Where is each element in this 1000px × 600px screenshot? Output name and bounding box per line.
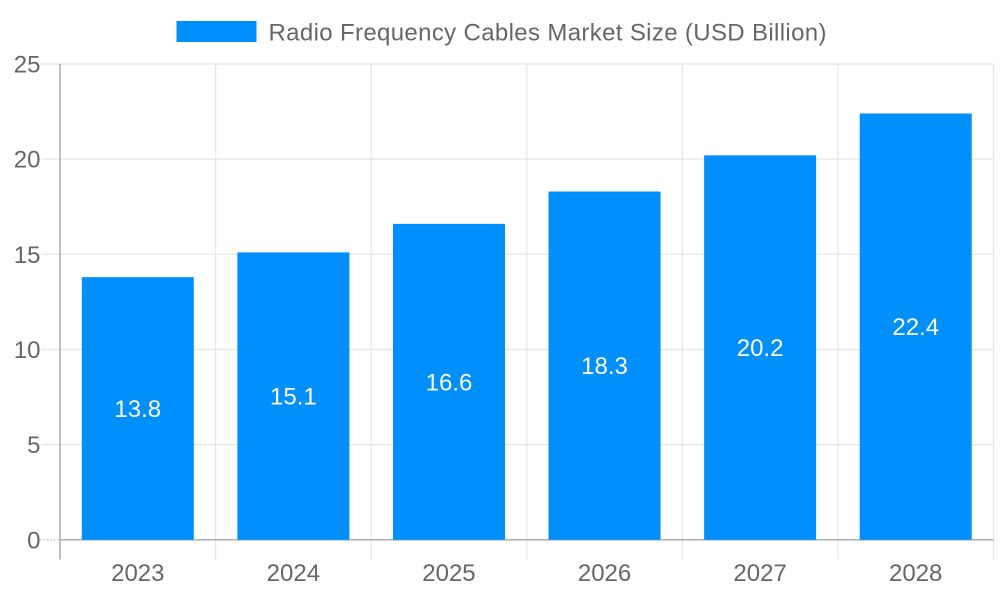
- svg-text:2023: 2023: [111, 560, 164, 587]
- svg-text:13.8: 13.8: [114, 396, 161, 423]
- svg-text:20: 20: [14, 147, 41, 174]
- svg-text:2027: 2027: [733, 560, 786, 587]
- svg-text:Radio Frequency Cables Market: Radio Frequency Cables Market Size (USD …: [269, 19, 827, 46]
- svg-text:20.2: 20.2: [737, 335, 784, 362]
- svg-text:2025: 2025: [422, 560, 475, 587]
- svg-text:22.4: 22.4: [892, 314, 939, 341]
- svg-text:2026: 2026: [578, 560, 631, 587]
- svg-text:10: 10: [14, 337, 41, 364]
- svg-text:18.3: 18.3: [581, 353, 628, 380]
- svg-text:15: 15: [14, 242, 41, 269]
- svg-text:15.1: 15.1: [270, 384, 317, 411]
- svg-text:25: 25: [14, 52, 41, 79]
- svg-text:5: 5: [27, 432, 40, 459]
- svg-text:2028: 2028: [889, 560, 942, 587]
- svg-text:2024: 2024: [267, 560, 320, 587]
- svg-text:0: 0: [27, 527, 40, 554]
- svg-text:16.6: 16.6: [426, 369, 473, 396]
